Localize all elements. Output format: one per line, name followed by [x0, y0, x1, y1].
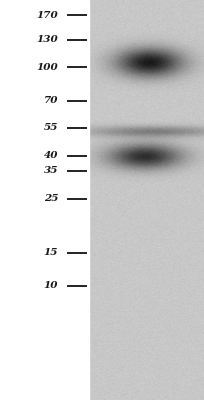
Text: 130: 130: [36, 36, 58, 44]
Text: 15: 15: [44, 248, 58, 257]
Text: 10: 10: [44, 282, 58, 290]
Text: 25: 25: [44, 194, 58, 203]
Bar: [0, 0, 89, 400]
Text: 35: 35: [44, 166, 58, 175]
Text: 40: 40: [44, 152, 58, 160]
Text: 70: 70: [44, 96, 58, 105]
Text: 170: 170: [36, 11, 58, 20]
Text: 100: 100: [36, 63, 58, 72]
Text: 55: 55: [44, 124, 58, 132]
Bar: [89, 0, 204, 400]
